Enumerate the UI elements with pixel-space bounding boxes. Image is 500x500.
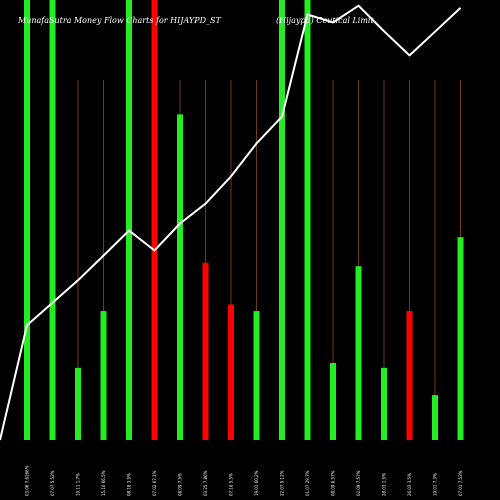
x-tick-label-2: 07.07 5.52% — [50, 470, 55, 496]
x-tick-label-11: 22.07 5.12% — [280, 470, 285, 496]
bar-5 — [126, 0, 132, 440]
x-tick-label-7: 08.09 7.5% — [178, 473, 183, 496]
x-tick-label-4: 15.10 66.5% — [101, 470, 106, 496]
x-tick-label-15: 28.03 1.5% — [382, 473, 387, 496]
bars — [24, 0, 464, 441]
chart-subtitle: (Hijaypd) Ceutical Limit — [276, 16, 374, 25]
bar-4 — [100, 311, 107, 440]
x-tick-labels: 03.06 7.6266% 07.07 5.52% 19.11 1.7% 15.10 … — [25, 465, 464, 496]
x-tick-label-13: 08.09 6.57% — [331, 470, 336, 496]
x-tick-label-18: 07.01 7.53% — [458, 470, 463, 496]
x-tick-label-8: 03.25 7.86% — [203, 470, 208, 496]
bar-3 — [75, 367, 81, 440]
bar-6 — [151, 0, 158, 440]
bar-18 — [457, 237, 464, 440]
chart-title: MunafaSutra Money Flow Charts for HIJAYP… — [17, 16, 221, 25]
bar-10 — [253, 311, 260, 440]
x-tick-label-17: 19.01 7.3% — [433, 473, 438, 496]
x-tick-label-3: 19.11 1.7% — [76, 473, 81, 496]
bar-11 — [279, 0, 285, 440]
bar-9 — [228, 304, 234, 440]
bar-13 — [330, 363, 336, 440]
bar-14 — [355, 266, 362, 440]
bar-8 — [202, 262, 209, 440]
bar-17 — [432, 395, 438, 440]
x-tick-label-10: 19.01 60.2% — [254, 470, 259, 496]
x-tick-label-9: 07.16 5.5% — [229, 473, 234, 496]
money-flow-polyline — [0, 4, 462, 441]
bar-16 — [406, 311, 413, 440]
bar-7 — [177, 114, 183, 441]
bar-1 — [24, 0, 30, 440]
bar-12 — [304, 0, 311, 440]
money-flow-line — [0, 4, 462, 441]
x-tick-label-14: 02.09 7.57% — [356, 470, 361, 496]
x-tick-label-16: 26.03 3.5% — [407, 473, 412, 496]
bar-15 — [381, 367, 387, 440]
x-tick-label-6: 07.02 67.1% — [152, 470, 157, 496]
x-tick-label-5: 08.18 3.5% — [127, 473, 132, 496]
x-tick-label-1: 03.06 7.6266% — [25, 465, 30, 496]
x-tick-label-12: 01.07 29.7% — [305, 470, 310, 496]
bar-2 — [49, 0, 56, 440]
